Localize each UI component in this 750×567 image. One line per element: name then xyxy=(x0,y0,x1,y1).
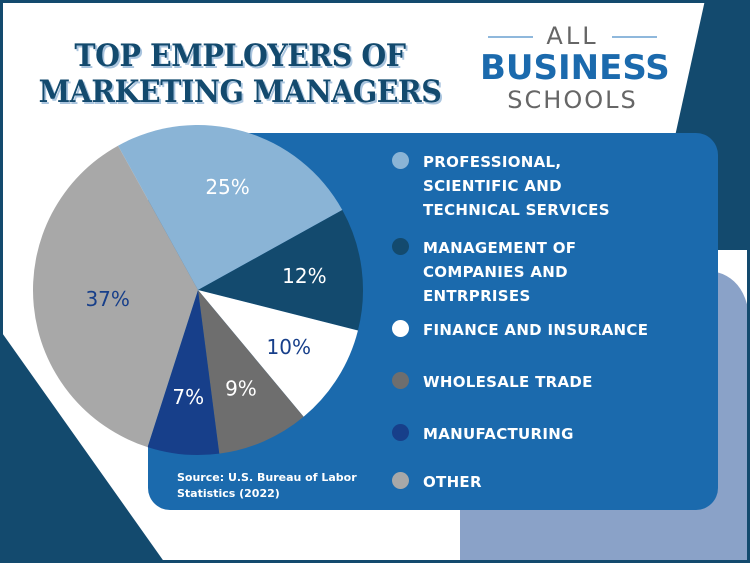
logo-line2: BUSINESS xyxy=(480,48,670,88)
slice-label: 12% xyxy=(282,264,326,288)
slice-label: 37% xyxy=(85,287,129,311)
pie-slice xyxy=(118,125,343,290)
slice-label: 25% xyxy=(205,175,249,199)
logo: ALL BUSINESS SCHOOLS xyxy=(480,22,670,114)
legend-swatch xyxy=(392,238,409,255)
source-note: Source: U.S. Bureau of Labor Statistics … xyxy=(177,471,357,500)
legend-swatch xyxy=(392,320,409,337)
legend-item: MANAGEMENT OF COMPANIES AND ENTRPRISES xyxy=(392,236,598,308)
legend-label: OTHER xyxy=(423,473,482,491)
pie-slice xyxy=(198,210,363,331)
slice-label: 9% xyxy=(225,376,257,400)
legend-label: WHOLESALE TRADE xyxy=(423,373,593,391)
legend-swatch xyxy=(392,424,409,441)
pie-slice xyxy=(198,290,304,454)
legend-item: MANUFACTURING xyxy=(392,422,574,446)
legend-label: MANAGEMENT OF COMPANIES AND ENTRPRISES xyxy=(423,239,577,305)
logo-line1: ALL xyxy=(480,22,665,50)
logo-line3: SCHOOLS xyxy=(507,86,638,114)
legend-item: WHOLESALE TRADE xyxy=(392,370,593,394)
legend-swatch xyxy=(392,372,409,389)
legend-item: PROFESSIONAL, SCIENTIFIC AND TECHNICAL S… xyxy=(392,150,633,222)
legend-label: PROFESSIONAL, SCIENTIFIC AND TECHNICAL S… xyxy=(423,153,610,219)
bottom-left-shape xyxy=(0,330,165,563)
legend-swatch xyxy=(392,152,409,169)
chart-title: TOP EMPLOYERS OF MARKETING MANAGERS xyxy=(38,38,442,110)
pie-slice xyxy=(32,145,199,448)
legend-label: MANUFACTURING xyxy=(423,425,574,443)
legend-item: OTHER xyxy=(392,470,482,494)
pie-slice xyxy=(198,290,358,417)
legend-swatch xyxy=(392,472,409,489)
pie-slice xyxy=(147,290,220,455)
slice-label: 10% xyxy=(267,335,311,359)
slice-label: 7% xyxy=(172,385,204,409)
legend-label: FINANCE AND INSURANCE xyxy=(423,321,649,339)
legend-item: FINANCE AND INSURANCE xyxy=(392,318,648,342)
